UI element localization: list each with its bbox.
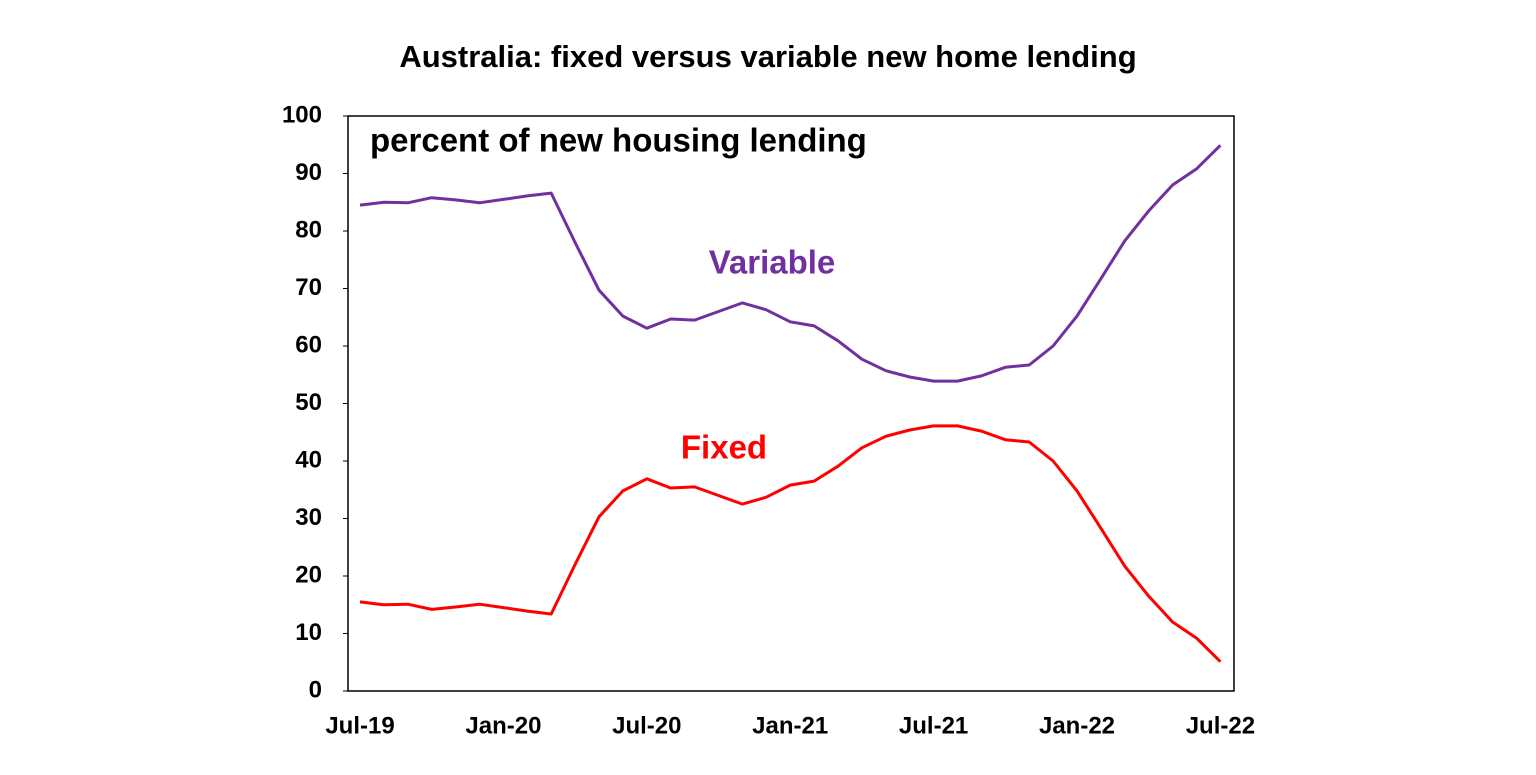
y-tick-label: 80 xyxy=(295,216,322,243)
annotation: Fixed xyxy=(681,429,767,466)
chart-title: Australia: fixed versus variable new hom… xyxy=(399,39,1137,74)
x-tick-label: Jan-22 xyxy=(1039,712,1115,739)
y-tick-label: 60 xyxy=(295,331,322,358)
y-tick-label: 30 xyxy=(295,504,322,531)
y-tick-label: 100 xyxy=(282,101,322,128)
x-tick-label: Jan-21 xyxy=(752,712,828,739)
data-line xyxy=(359,144,1222,383)
x-tick-label: Jul-21 xyxy=(899,712,968,739)
y-tick-label: 40 xyxy=(295,446,322,473)
x-tick-label: Jul-22 xyxy=(1186,712,1255,739)
x-tick-label: Jul-20 xyxy=(612,712,681,739)
annotation: percent of new housing lending xyxy=(370,122,867,159)
y-tick-label: 50 xyxy=(295,389,322,416)
y-tick-label: 0 xyxy=(309,676,322,703)
y-tick-label: 10 xyxy=(295,619,322,646)
y-tick-label: 20 xyxy=(295,561,322,588)
x-tick-label: Jul-19 xyxy=(325,712,394,739)
y-tick-label: 70 xyxy=(295,274,322,301)
data-line xyxy=(359,424,1222,663)
annotation: Variable xyxy=(709,244,836,281)
x-tick-label: Jan-20 xyxy=(465,712,541,739)
y-tick-label: 90 xyxy=(295,159,322,186)
